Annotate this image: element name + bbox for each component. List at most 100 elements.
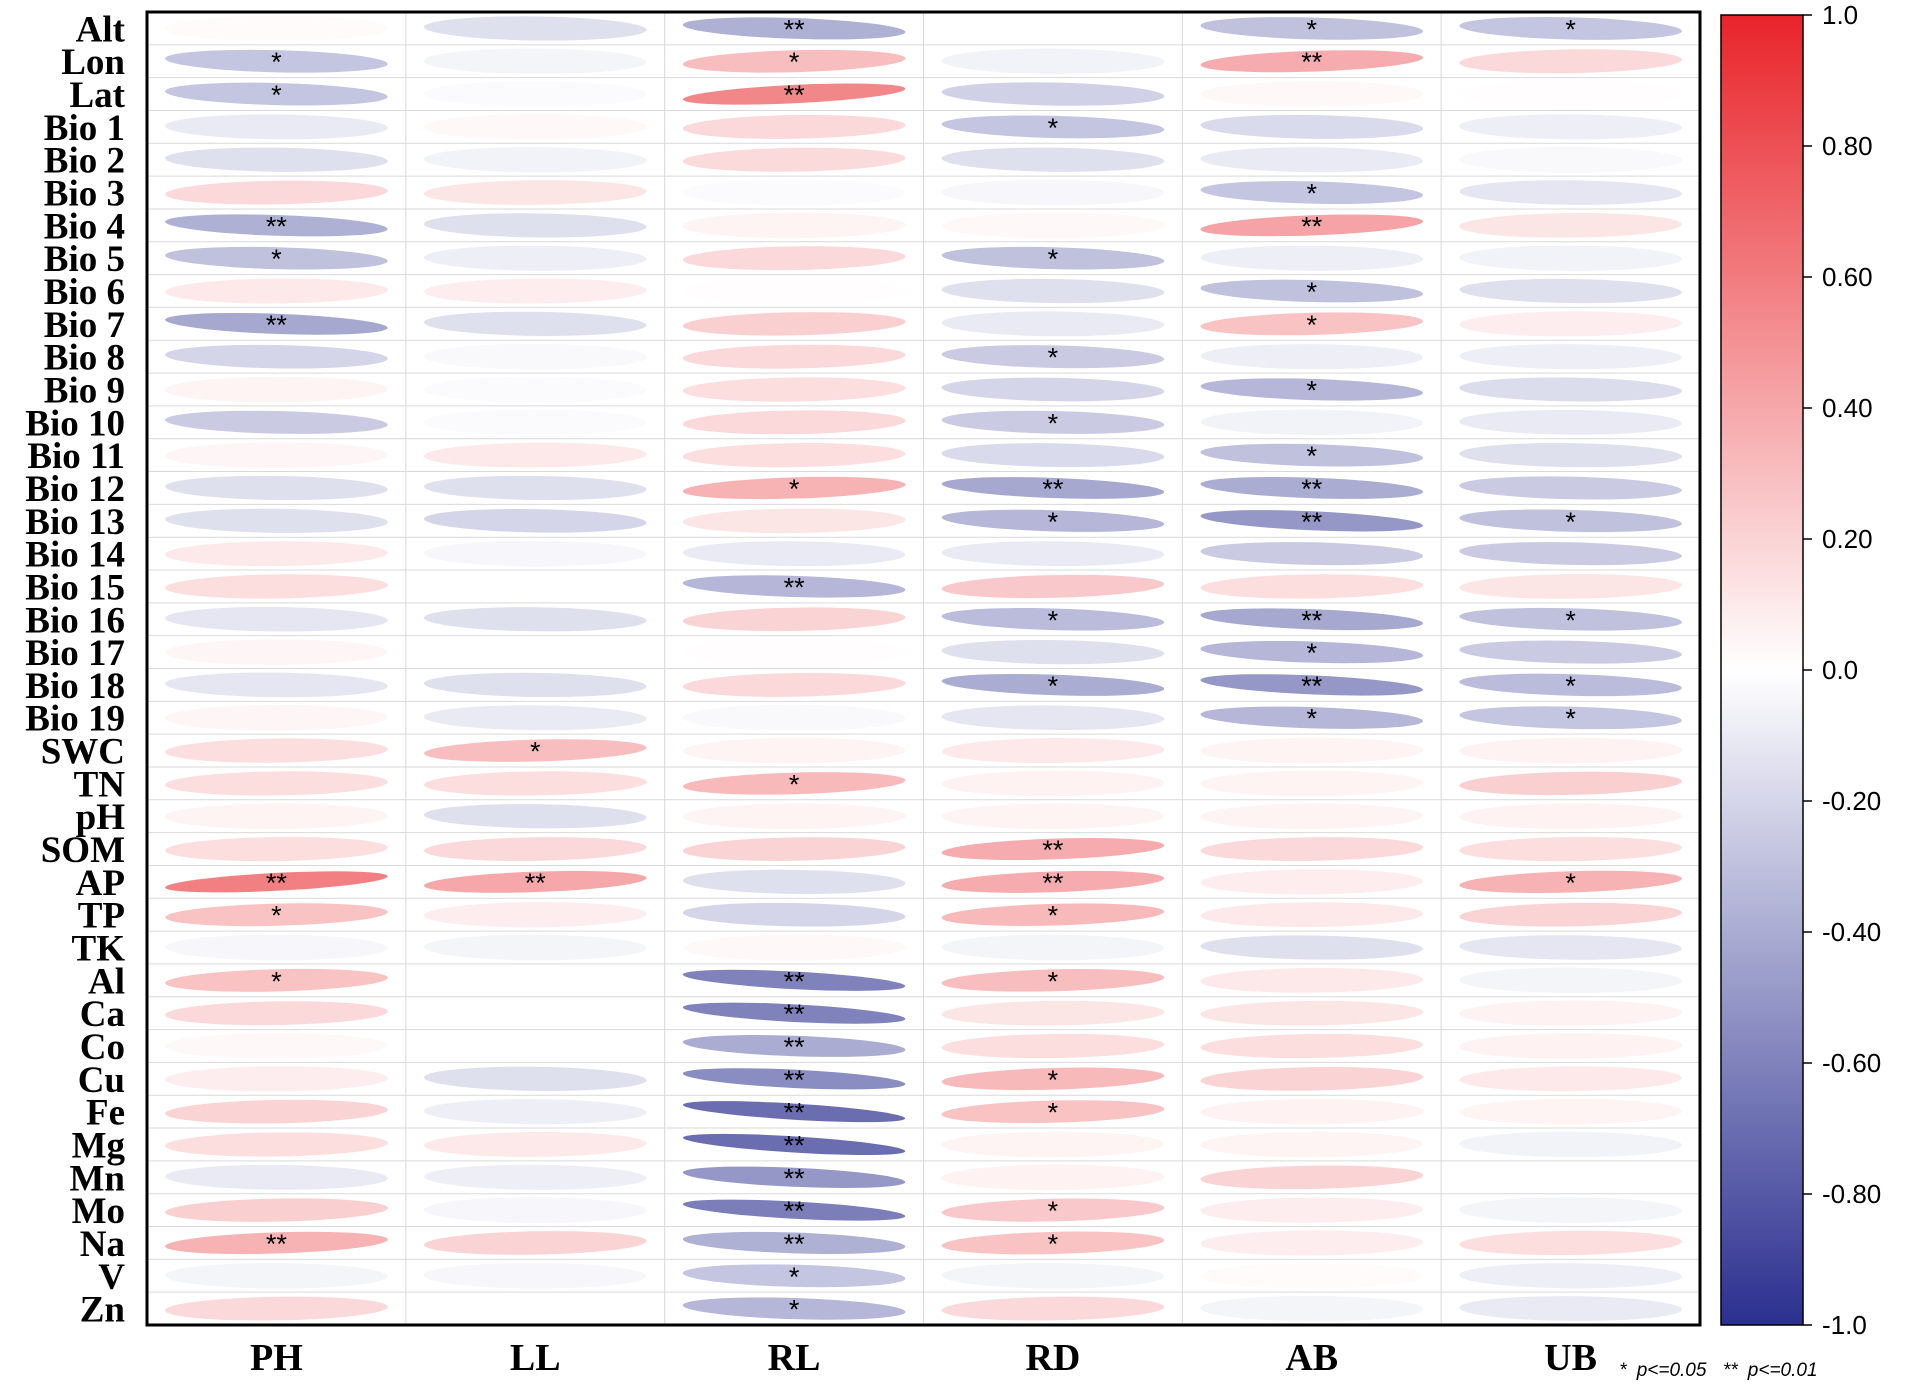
ellipse-bio-5-ph — [165, 246, 388, 270]
ellipse-alt-ll — [423, 16, 647, 41]
ellipse-bio-14-ub — [1459, 542, 1682, 566]
ellipse-bio-5-ab — [1200, 245, 1424, 271]
sig-bio-13-rd: * — [1048, 507, 1059, 537]
ellipse-na-ph — [165, 1231, 388, 1255]
ellipse-tk-ab — [1200, 935, 1424, 960]
ellipse-tk-ll — [423, 934, 647, 961]
colorbar-tick-label: 0.60 — [1822, 262, 1873, 292]
sig-tn-rl: * — [789, 769, 800, 799]
ellipse-bio-17-rl — [682, 639, 906, 666]
row-label-na: Na — [80, 1224, 125, 1265]
ellipse-bio-11-ub — [1459, 443, 1682, 468]
ellipse-bio-17-ab — [1200, 640, 1423, 664]
row-label-som: SOM — [41, 830, 125, 871]
ellipse-bio-6-ll — [423, 278, 647, 304]
ellipse-bio-1-ab — [1200, 114, 1424, 139]
ellipse-zn-rd — [941, 1296, 1165, 1321]
ellipse-lat-ll — [423, 81, 647, 108]
ellipse-ph-ll — [423, 804, 647, 829]
sig-mo-rd: * — [1048, 1196, 1059, 1226]
ellipse-bio-13-rl — [682, 508, 906, 534]
ellipse-bio-12-ab — [1200, 477, 1423, 499]
ellipse-na-rl — [682, 1231, 906, 1254]
ellipse-bio-9-rl — [682, 377, 906, 402]
col-label-ab: AB — [1285, 1337, 1338, 1379]
ellipse-mn-ub — [1459, 1164, 1682, 1191]
col-label-ub: UB — [1544, 1337, 1597, 1379]
colorbar-tick-label: -1.0 — [1822, 1310, 1867, 1340]
sig-bio-12-rd: ** — [1042, 474, 1064, 504]
ellipse-cu-ub — [1459, 1066, 1682, 1092]
row-label-bio-5: Bio 5 — [44, 239, 125, 280]
ellipse-bio-3-ub — [1459, 180, 1682, 205]
legend-single-marker: * — [1620, 1360, 1628, 1381]
ellipse-lon-ab — [1200, 50, 1423, 73]
sig-bio-9-ab: * — [1306, 375, 1317, 405]
ellipse-cu-ph — [165, 1066, 388, 1092]
sig-alt-ub: * — [1565, 14, 1576, 44]
ellipse-bio-10-rl — [682, 410, 906, 435]
ellipse-co-ub — [1459, 1033, 1682, 1059]
row-label-bio-17: Bio 17 — [25, 633, 125, 674]
row-label-bio-14: Bio 14 — [25, 535, 125, 576]
ellipse-co-rd — [941, 1033, 1165, 1059]
ellipse-bio-19-ph — [165, 704, 388, 731]
ellipse-tn-ll — [423, 771, 647, 796]
ellipse-bio-8-rl — [682, 344, 906, 369]
sig-al-ph: * — [271, 966, 282, 996]
ellipse-ap-ab — [1200, 869, 1424, 895]
legend-double-text: p<=0.01 — [1747, 1360, 1818, 1381]
row-label-tn: TN — [74, 764, 126, 805]
ellipse-mn-rl — [682, 1166, 906, 1188]
ellipse-bio-15-rd — [941, 574, 1165, 599]
ellipse-cu-ab — [1200, 1066, 1424, 1091]
ellipse-fe-ph — [165, 1099, 388, 1124]
row-label-al: Al — [88, 961, 125, 1002]
ellipse-bio-19-ub — [1459, 706, 1682, 730]
ellipse-mg-ph — [165, 1132, 388, 1157]
ellipse-bio-2-rl — [682, 147, 906, 172]
row-label-ap: AP — [76, 863, 125, 904]
col-label-rd: RD — [1025, 1337, 1080, 1379]
row-label-alt: Alt — [76, 9, 126, 50]
sig-lon-ph: * — [271, 47, 282, 77]
sig-bio-6-ab: * — [1306, 277, 1317, 307]
ellipse-som-ph — [165, 836, 388, 862]
ellipse-zn-rl — [682, 1297, 906, 1320]
ellipse-ca-ab — [1200, 1000, 1424, 1026]
ellipse-na-ab — [1200, 1230, 1424, 1256]
sig-tp-ph: * — [271, 901, 282, 931]
sig-co-rl: ** — [784, 1032, 806, 1062]
sig-lat-rl: ** — [784, 80, 806, 110]
ellipse-bio-2-ub — [1459, 146, 1682, 173]
ellipse-bio-4-ll — [423, 213, 647, 238]
row-label-mn: Mn — [70, 1158, 126, 1199]
ellipse-bio-18-ll — [423, 672, 647, 698]
ellipse-bio-1-ub — [1459, 114, 1682, 140]
ellipse-tp-rd — [941, 903, 1165, 926]
sig-bio-5-rd: * — [1048, 244, 1059, 274]
row-label-bio-8: Bio 8 — [44, 338, 125, 379]
ellipse-lon-rd — [941, 48, 1165, 74]
ellipse-tn-ph — [165, 771, 388, 796]
ellipse-bio-13-ab — [1200, 510, 1423, 532]
sig-ap-ub: * — [1565, 868, 1576, 898]
sig-al-rl: ** — [784, 966, 806, 996]
sig-bio-12-rl: * — [789, 474, 800, 504]
ellipse-bio-7-ph — [165, 312, 388, 335]
ellipse-bio-14-ll — [423, 540, 647, 567]
ellipse-lat-rl — [682, 83, 906, 105]
ellipse-na-rd — [941, 1231, 1165, 1255]
ellipse-al-ab — [1200, 967, 1424, 993]
col-label-rl: RL — [768, 1337, 821, 1379]
colorbar-tick-label: 0.0 — [1822, 655, 1858, 685]
ellipse-tn-ab — [1200, 770, 1424, 797]
ellipse-ap-ub — [1459, 870, 1682, 893]
ellipse-ca-ub — [1459, 1000, 1682, 1026]
ellipse-mg-rl — [682, 1133, 906, 1156]
ellipse-som-ll — [423, 837, 647, 861]
ellipse-fe-rd — [941, 1100, 1165, 1124]
sig-na-rd: * — [1048, 1229, 1059, 1259]
ellipse-bio-10-ub — [1459, 409, 1682, 435]
ellipse-alt-ub — [1459, 16, 1682, 40]
